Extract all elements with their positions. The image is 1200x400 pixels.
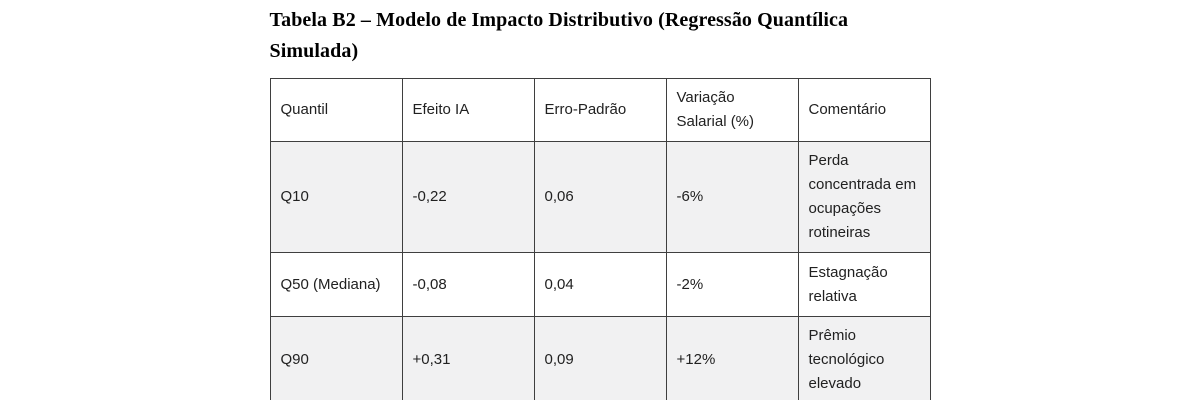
cell-erro-padrao: 0,06 (533, 141, 667, 253)
cell-erro-padrao: 0,04 (533, 252, 667, 317)
cell-comentario: Prêmio tecnológico elevado (797, 316, 931, 400)
table-body: Q10 -0,22 0,06 -6% Perda concentrada em … (269, 141, 931, 400)
document-page: Tabela B2 – Modelo de Impacto Distributi… (269, 0, 931, 400)
cell-quantil: Q10 (269, 141, 403, 253)
row-q50: Q50 (Mediana) -0,08 0,04 -2% Estagnação … (269, 252, 931, 317)
header-cell-efeito-ia: Efeito IA (401, 78, 535, 142)
header-cell-variacao-salarial: Variação Salarial (%) (665, 78, 799, 142)
quantile-regression-table: Quantil Efeito IA Erro-Padrão Variação S… (269, 78, 931, 400)
header-cell-erro-padrao: Erro-Padrão (533, 78, 667, 142)
cell-efeito-ia: +0,31 (401, 316, 535, 400)
cell-comentario: Estagnação relativa (797, 252, 931, 317)
page-title: Tabela B2 – Modelo de Impacto Distributi… (269, 9, 849, 62)
cell-variacao-salarial: +12% (665, 316, 799, 400)
row-q90: Q90 +0,31 0,09 +12% Prêmio tecnológico e… (269, 316, 931, 400)
table-head: Quantil Efeito IA Erro-Padrão Variação S… (269, 78, 931, 142)
cell-quantil: Q50 (Mediana) (269, 252, 403, 317)
row-q10: Q10 -0,22 0,06 -6% Perda concentrada em … (269, 141, 931, 253)
cell-efeito-ia: -0,08 (401, 252, 535, 317)
cell-quantil: Q90 (269, 316, 403, 400)
cell-comentario: Perda concentrada em ocupações rotineira… (797, 141, 931, 253)
header-cell-quantil: Quantil (269, 78, 403, 142)
header-cell-comentario: Comentário (797, 78, 931, 142)
cell-erro-padrao: 0,09 (533, 316, 667, 400)
header-row: Quantil Efeito IA Erro-Padrão Variação S… (269, 78, 931, 142)
cell-variacao-salarial: -2% (665, 252, 799, 317)
cell-efeito-ia: -0,22 (401, 141, 535, 253)
cell-variacao-salarial: -6% (665, 141, 799, 253)
